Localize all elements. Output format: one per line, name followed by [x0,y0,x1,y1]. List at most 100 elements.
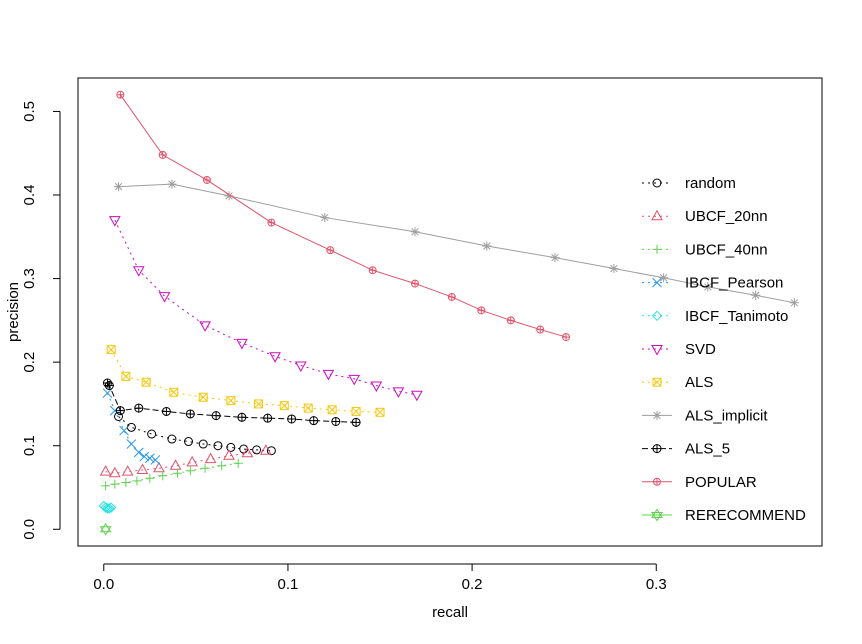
data-point [136,463,149,474]
y-tick-label: 0.1 [21,435,38,456]
data-point [169,387,179,397]
data-point [198,392,208,402]
legend-item: ALS_implicit [642,407,768,424]
data-point [326,246,335,255]
y-tick-label: 0.3 [21,268,38,289]
data-point [204,452,217,464]
data-point [703,282,713,292]
data-point [169,459,182,470]
y-tick-label: 0.4 [21,185,38,206]
data-point [327,247,334,254]
data-point [108,466,121,478]
data-point [115,406,125,416]
series-POPULAR [116,90,571,342]
data-point [145,473,155,483]
x-tick-label: 0.2 [462,576,483,593]
data-point [185,409,195,419]
legend-label: POPULAR [685,474,757,491]
data-point [259,444,272,455]
legend-item: ALS_5 [642,441,730,458]
series-line [118,416,272,452]
data-point [99,526,112,536]
data-point [106,345,116,354]
data-point [121,371,131,381]
data-point [117,91,124,98]
data-point [132,476,142,486]
legend-item: ALS [642,374,713,391]
data-point [269,352,281,363]
data-point [200,463,210,473]
data-point [279,401,289,411]
data-point [198,439,208,449]
data-point [105,502,117,513]
data-point [537,326,544,333]
data-point [412,280,419,287]
data-point [368,266,377,275]
y-tick-label: 0.2 [21,352,38,373]
data-point [331,416,341,426]
data-point [241,446,254,458]
data-point [106,345,116,355]
data-point [482,241,492,251]
data-point [147,429,157,439]
series-RERECOMMEND [99,522,112,536]
series-ALS [106,345,385,417]
legend-label: UBCF_40nn [685,241,768,258]
data-point [263,413,273,423]
data-point [226,442,236,452]
legend-item: UBCF_20nn [642,208,768,225]
series-UBCF_20nn [99,444,272,478]
legend-item: IBCF_Tanimoto [642,308,788,325]
x-axis-label: recall [432,604,468,621]
data-point [267,218,276,227]
data-point [211,411,221,421]
data-point [116,90,125,99]
data-point [233,458,243,468]
legend-label: ALS_implicit [685,407,768,424]
legend: random UBCF_20nn UBCF_40nn IBCF_Pearson IBCF… [642,175,806,524]
series-IBCF_Tanimoto [98,500,117,514]
y-tick-label: 0.5 [21,101,38,122]
data-point [392,387,405,398]
data-point [161,406,171,416]
data-point [751,290,761,300]
data-point [121,371,131,381]
data-point [203,176,210,183]
legend-item: IBCF_Pearson [642,275,783,292]
legend-marker [653,477,661,486]
y-axis: 0.0 0.1 0.2 0.3 0.4 0.5 [21,101,61,540]
data-point [351,407,361,416]
data-point [303,403,313,413]
legend-label: RERECOMMEND [685,507,806,524]
legend-label: ALS_5 [685,441,730,458]
data-point [478,307,485,314]
data-point [134,403,144,413]
data-point [169,387,179,397]
data-point [104,381,114,391]
data-point [119,425,129,436]
data-point [153,461,165,473]
legend-marker [651,209,663,221]
data-point [133,447,144,458]
legend-marker [652,277,662,288]
series-line [119,94,567,338]
legend-marker [651,508,663,518]
x-tick-label: 0.0 [93,576,114,593]
series-ALS_implicit [114,179,799,308]
data-point [536,325,545,334]
data-point [144,453,155,464]
data-point [132,266,145,277]
data-point [294,361,307,373]
legend-marker [651,310,663,322]
data-point [158,150,167,159]
data-point [268,219,275,226]
data-point [141,377,151,387]
data-point [150,455,161,465]
data-point [252,445,262,455]
data-point [213,441,223,451]
data-point [108,216,121,227]
data-point [507,317,514,324]
series-ALS_5 [102,378,361,427]
data-point [139,451,150,462]
data-point [110,479,120,489]
